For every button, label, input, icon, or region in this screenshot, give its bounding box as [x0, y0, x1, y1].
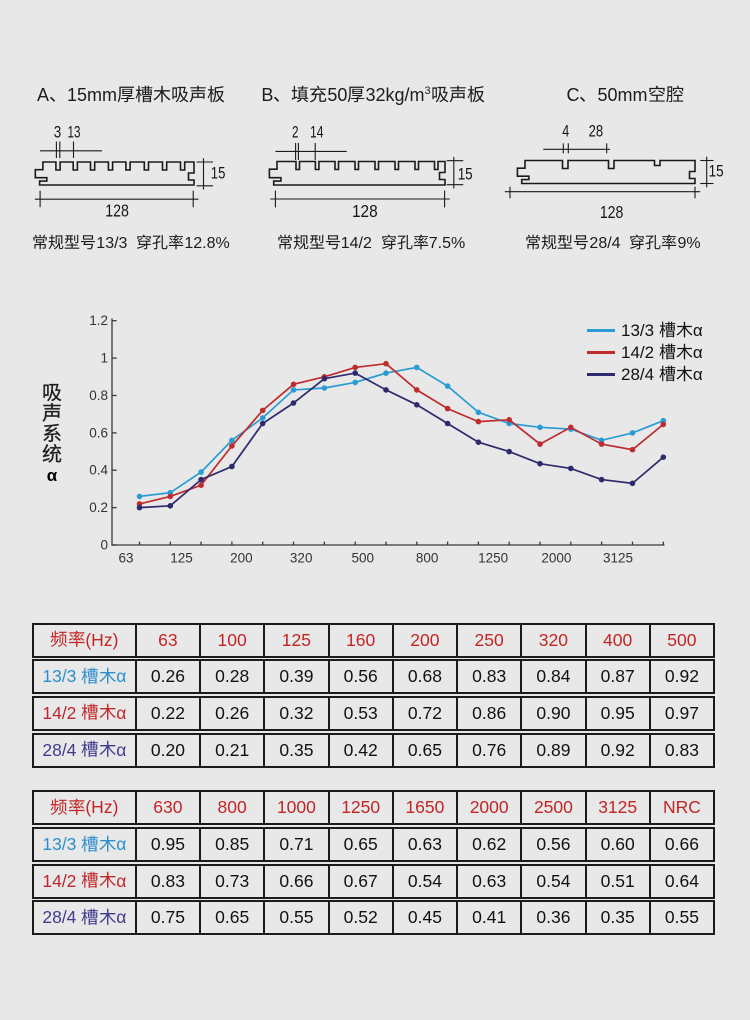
svg-text:320: 320 — [290, 551, 313, 566]
svg-text:125: 125 — [170, 551, 193, 566]
svg-text:1.2: 1.2 — [89, 313, 108, 328]
svg-text:128: 128 — [352, 201, 378, 221]
svg-text:1250: 1250 — [478, 551, 508, 566]
svg-text:28: 28 — [589, 123, 604, 141]
svg-text:63: 63 — [118, 551, 133, 566]
svg-text:2000: 2000 — [541, 551, 571, 566]
svg-text:0.2: 0.2 — [89, 500, 108, 515]
svg-text:128: 128 — [600, 202, 624, 222]
svg-text:4: 4 — [562, 123, 569, 141]
svg-text:3125: 3125 — [603, 551, 633, 566]
svg-text:15: 15 — [211, 165, 226, 183]
svg-text:0.6: 0.6 — [89, 425, 108, 440]
svg-text:800: 800 — [416, 551, 439, 566]
svg-text:0.4: 0.4 — [89, 463, 108, 478]
svg-text:0.8: 0.8 — [89, 388, 108, 403]
svg-text:0: 0 — [100, 538, 108, 553]
svg-text:1: 1 — [100, 351, 108, 366]
svg-text:13: 13 — [68, 124, 81, 142]
svg-text:200: 200 — [230, 551, 253, 566]
svg-text:14: 14 — [310, 123, 324, 141]
svg-text:α: α — [47, 466, 58, 485]
svg-text:15: 15 — [709, 163, 724, 181]
svg-text:2: 2 — [292, 123, 299, 141]
svg-text:500: 500 — [352, 551, 375, 566]
svg-text:128: 128 — [105, 201, 129, 221]
svg-text:3: 3 — [54, 124, 62, 142]
svg-text:15: 15 — [458, 166, 473, 184]
